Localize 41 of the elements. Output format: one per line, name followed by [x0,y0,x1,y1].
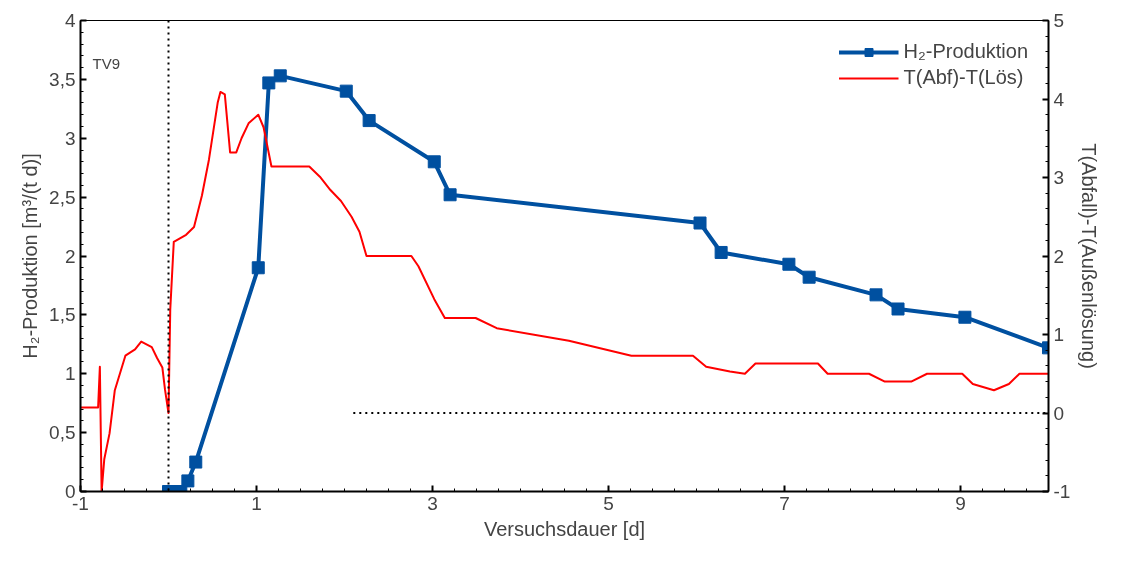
x-tick-label: 3 [427,492,438,514]
y-tick-label: 2 [64,245,76,267]
point [339,84,353,98]
annotation: TV9 [92,54,121,72]
point [362,114,376,128]
y-tick-label: 2,5 [49,186,76,208]
y-tick-label: 1,5 [49,304,76,326]
point [782,257,796,271]
point [869,288,883,302]
y-tick-label: 3 [64,127,76,149]
x-tick-label: 5 [603,492,614,514]
point [891,302,905,316]
y-tick-label: 0,5 [49,422,76,444]
y2-tick-label: 3 [1053,167,1065,188]
legend-label: H₂-Produktion [903,40,1028,63]
y2-tick-label: 1 [1053,324,1065,345]
x-tick-label: 1 [251,492,262,514]
x-tick-label: 9 [955,492,966,514]
y2-tick-label: 2 [1053,245,1065,267]
y-tick-label: 1 [64,363,76,385]
point [443,188,457,202]
y2-tick-label: 4 [1053,88,1065,110]
point [251,261,265,275]
legend-label: T(Abf)-T(Lös) [903,66,1024,89]
point [958,310,972,324]
point [189,455,203,469]
point [693,216,707,230]
y2-tick-label: 5 [1053,10,1065,31]
y-axis-title: H₂-Produktion [m³/(t d)] [19,153,42,359]
x-tick-label: 7 [779,492,790,514]
point [262,76,276,90]
point [273,69,287,83]
y-tick-label: 3,5 [49,68,76,90]
point [714,245,728,259]
y2-axis-title: T(Abfall)-T(Außenlösung) [1078,143,1101,369]
point [802,270,816,284]
point [181,474,195,488]
x-axis-title: Versuchsdauer [d] [483,517,646,540]
y-tick-label: 4 [64,10,76,31]
point [427,155,441,169]
y2-tick-label: 0 [1053,402,1065,424]
